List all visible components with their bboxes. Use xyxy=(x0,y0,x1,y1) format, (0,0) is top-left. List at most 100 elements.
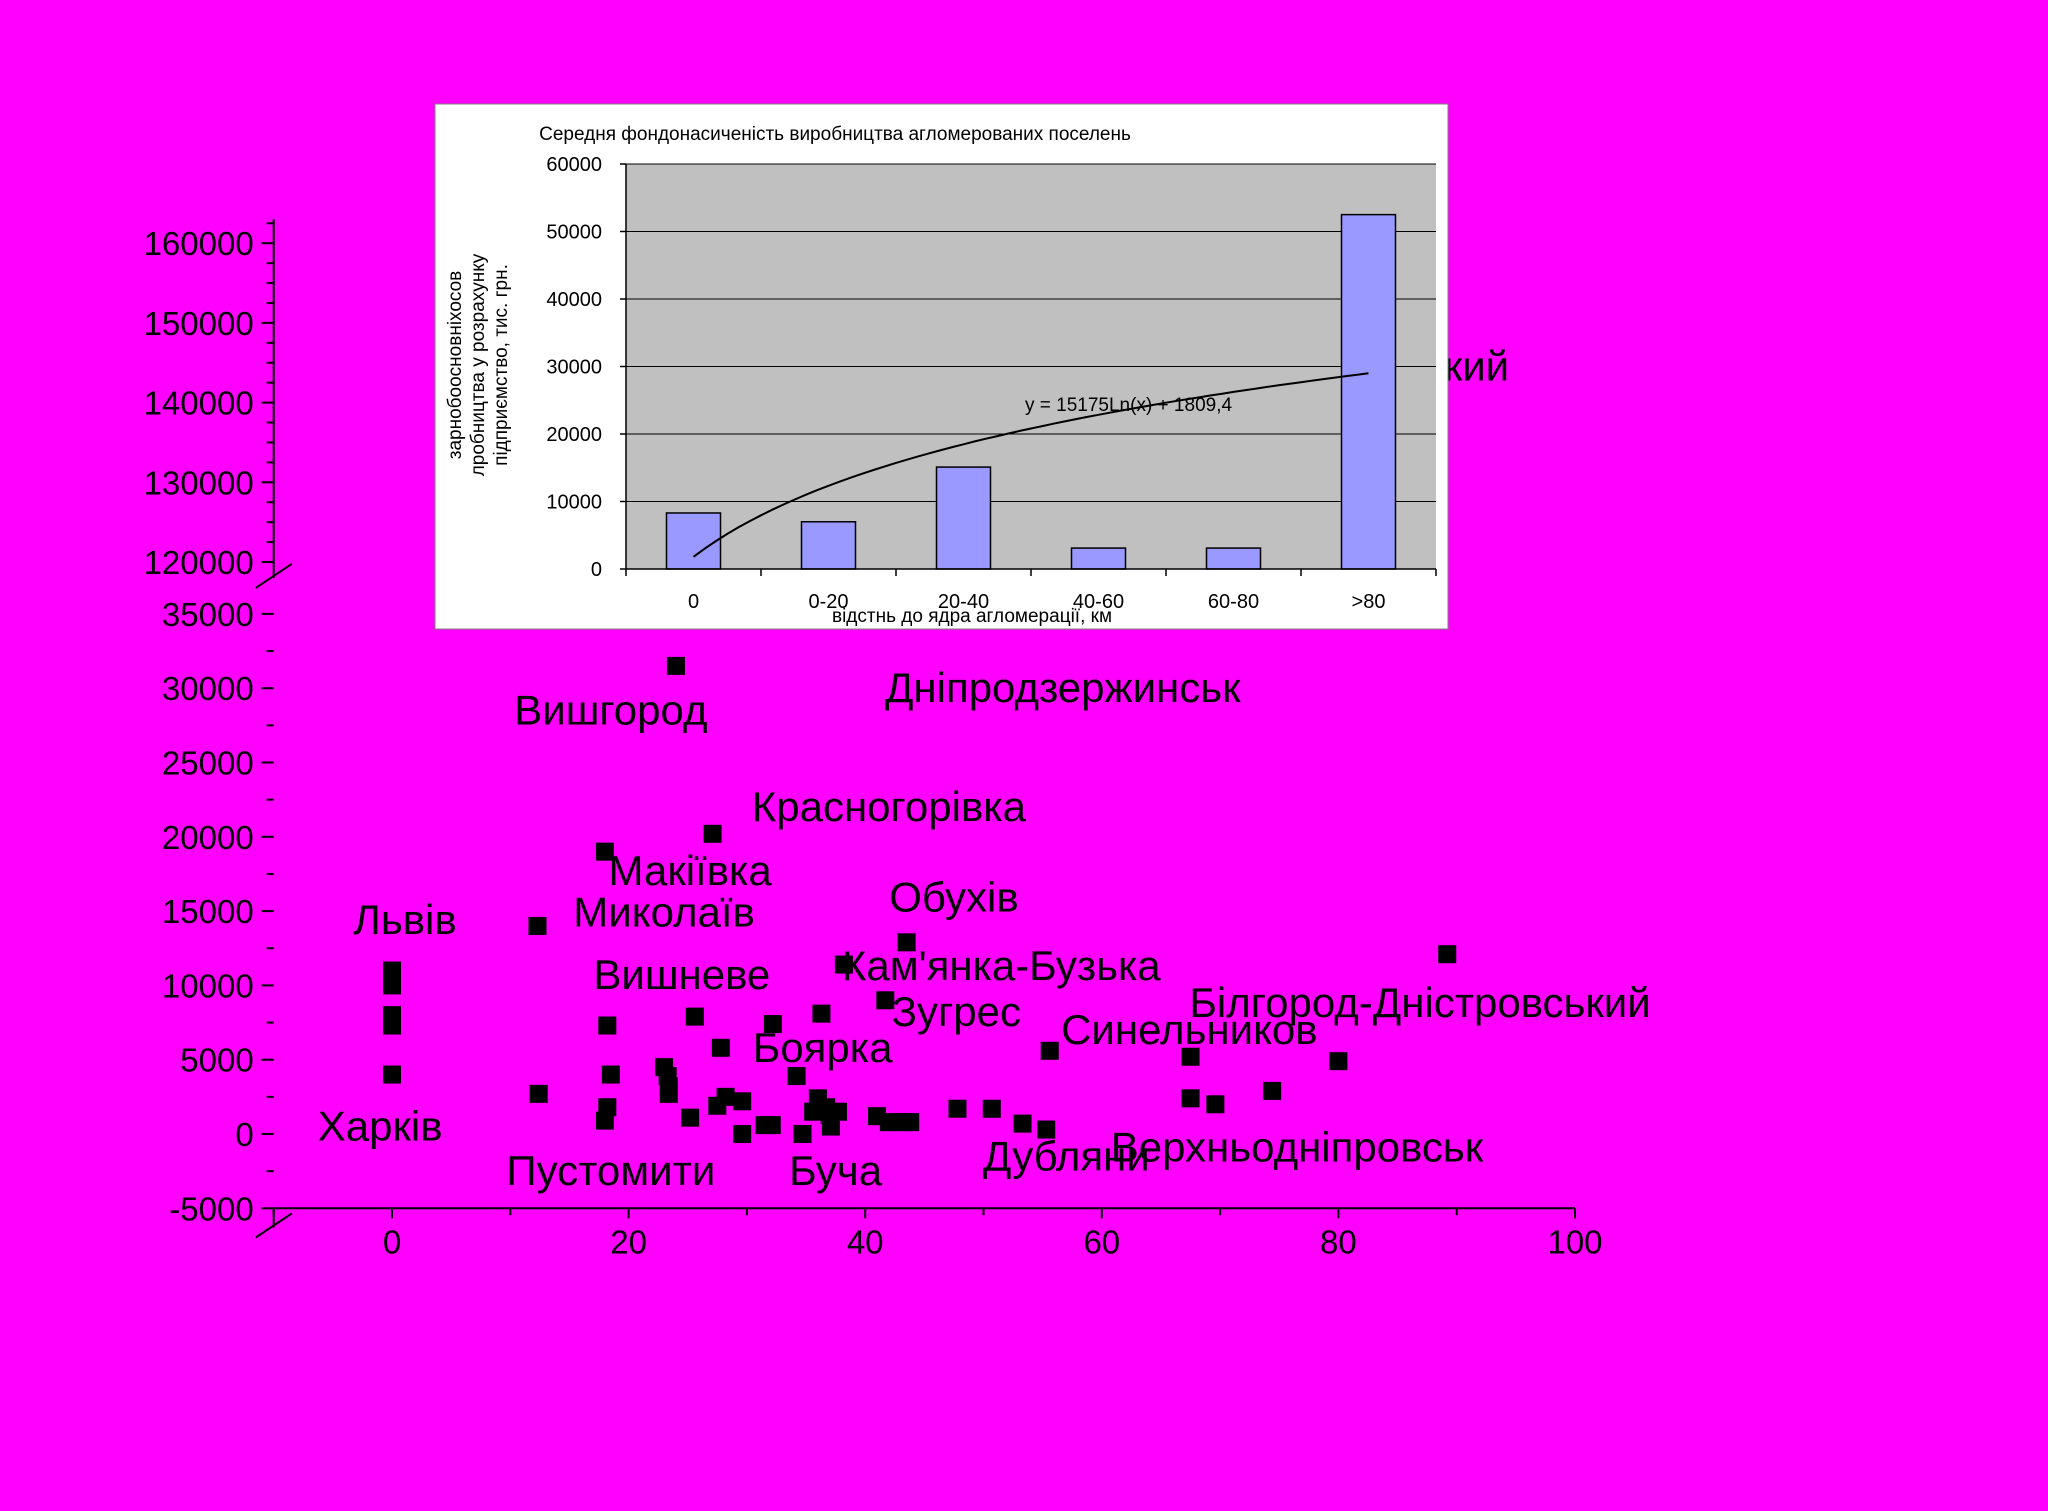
data-point xyxy=(1037,1120,1056,1139)
city-labels: ПервомайськийВишгородДніпродзержинськКра… xyxy=(318,343,1651,1194)
y-tick-label: 35000 xyxy=(162,596,254,633)
city-label: Вишгород xyxy=(514,686,707,733)
inset-x-tick-label: 20-40 xyxy=(938,591,989,613)
data-point xyxy=(703,824,722,843)
inset-trendline-equation: y = 15175Ln(x) + 1809,4 xyxy=(1025,395,1232,416)
inset-bar xyxy=(665,512,722,570)
city-label: Буча xyxy=(789,1147,883,1194)
city-label: Боярка xyxy=(753,1024,893,1071)
data-point xyxy=(1181,1047,1200,1066)
city-label: Синельников xyxy=(1061,1006,1318,1053)
inset-x-tick-label: 0 xyxy=(688,591,699,613)
y-tick-label: 15000 xyxy=(162,893,254,930)
data-point xyxy=(1181,1089,1200,1108)
data-point xyxy=(901,1113,920,1132)
data-point xyxy=(1040,1041,1059,1060)
data-point xyxy=(1438,945,1457,964)
inset-y-axis-label-line-1: зарнобоосновніхосов xyxy=(445,271,466,460)
y-tick-label: 120000 xyxy=(144,544,254,581)
city-label: Львів xyxy=(353,896,456,943)
y-tick-label: 150000 xyxy=(144,305,254,342)
x-tick-label: 80 xyxy=(1320,1223,1357,1260)
inset-y-tick-label: 30000 xyxy=(546,357,602,379)
inset-bar xyxy=(935,466,992,570)
data-point xyxy=(685,1007,704,1026)
data-point xyxy=(383,976,401,995)
y-tick-label: 130000 xyxy=(144,464,254,501)
data-point xyxy=(383,1065,401,1084)
y-tick-label: 10000 xyxy=(162,967,254,1004)
data-point xyxy=(716,1087,735,1106)
city-label: Миколаїв xyxy=(573,889,755,936)
y-tick-label: 0 xyxy=(235,1116,253,1153)
data-point xyxy=(733,1092,752,1111)
y-tick-label: 5000 xyxy=(180,1042,253,1079)
y-tick-label: 20000 xyxy=(162,819,254,856)
city-label: Вишневе xyxy=(593,951,770,998)
scatter-axes xyxy=(255,219,1576,1239)
data-point xyxy=(834,955,853,974)
axis-break-mark xyxy=(255,563,293,589)
inset-bar xyxy=(1070,547,1127,570)
data-point xyxy=(821,1117,840,1136)
city-label: Дубляни xyxy=(983,1132,1150,1179)
axis-break-mark xyxy=(255,1212,293,1239)
data-point xyxy=(876,991,895,1010)
inset-gridlines xyxy=(626,163,1436,502)
inset-bar xyxy=(1205,547,1262,570)
city-label: Макіївка xyxy=(609,847,773,894)
scatter-tick-labels: 0 20 40 60 80 100 -5000 0 5000 10000 15000 20000 250… xyxy=(144,225,1603,1260)
inset-y-tick-label: 40000 xyxy=(546,289,602,311)
data-point xyxy=(383,1016,401,1035)
x-tick-label: 0 xyxy=(383,1223,401,1260)
inset-x-tick-label: 60-80 xyxy=(1208,591,1259,613)
data-point xyxy=(711,1038,730,1057)
data-point xyxy=(383,961,401,980)
inset-x-tick-label: >80 xyxy=(1352,591,1386,613)
data-point xyxy=(812,1004,831,1023)
city-label: Харків xyxy=(318,1103,443,1150)
inset-y-tick-label: 0 xyxy=(591,559,602,581)
data-point xyxy=(762,1116,781,1135)
scatter-chart: 0 20 40 60 80 100 -5000 0 5000 10000 15000 20000 250… xyxy=(144,219,1651,1260)
data-point xyxy=(1206,1095,1225,1114)
y-tick-label: 140000 xyxy=(144,385,254,422)
data-point xyxy=(528,916,547,935)
x-tick-label: 100 xyxy=(1547,1223,1602,1260)
inset-y-tick-label: 20000 xyxy=(546,424,602,446)
y-tick-label: -5000 xyxy=(169,1190,253,1227)
city-label: Верхньодніпровськ xyxy=(1111,1123,1484,1170)
data-point xyxy=(733,1125,752,1143)
inset-y-tick-label: 50000 xyxy=(546,222,602,244)
city-label: Обухів xyxy=(889,874,1018,921)
data-point xyxy=(595,842,614,861)
inset-bar xyxy=(1340,213,1397,570)
city-label: Кам'янка-Бузька xyxy=(842,942,1161,989)
data-point xyxy=(948,1099,967,1118)
city-label: Пустомити xyxy=(506,1147,715,1194)
city-label: Білгород-Дністровський xyxy=(1189,979,1650,1026)
scatter-points xyxy=(383,441,1457,1143)
data-point xyxy=(595,1111,614,1130)
inset-y-axis-label-line-3: підприємство, тис. грн. xyxy=(491,264,512,466)
city-label: Зугрес xyxy=(892,988,1021,1035)
data-point xyxy=(659,1084,678,1103)
inset-x-axis-label: відстнь до ядра агломерації, км xyxy=(832,606,1112,627)
x-tick-label: 60 xyxy=(1083,1223,1120,1260)
data-point xyxy=(1263,1081,1282,1100)
inset-x-tick-label: 0-20 xyxy=(808,591,848,613)
data-point xyxy=(787,1067,806,1086)
data-point xyxy=(828,1102,847,1121)
data-point xyxy=(982,1099,1001,1118)
inset-bar-chart: Середня фондонасиченість виробництва агл… xyxy=(434,103,1449,630)
x-tick-label: 20 xyxy=(610,1223,647,1260)
inset-y-axis-label-line-2: лробництва у розрахунку xyxy=(468,253,489,476)
data-point xyxy=(598,1016,617,1035)
data-point xyxy=(793,1125,812,1143)
inset-bar xyxy=(800,521,857,570)
y-tick-label: 160000 xyxy=(144,225,254,262)
data-point xyxy=(601,1065,620,1084)
inset-bars xyxy=(665,213,1397,570)
inset-y-tick-label: 10000 xyxy=(546,492,602,514)
